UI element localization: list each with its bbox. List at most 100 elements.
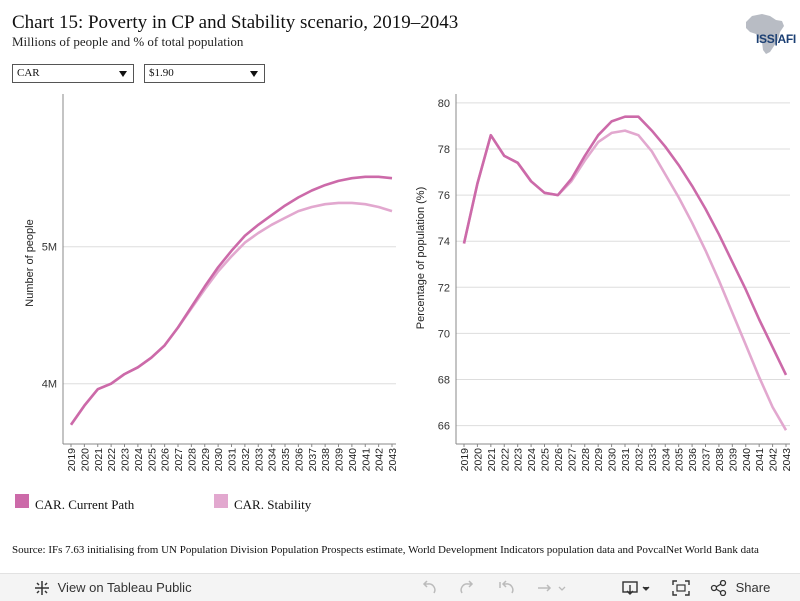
source-note: Source: IFs 7.63 initialising from UN Po… bbox=[12, 544, 759, 556]
people-x-tick-label: 2021 bbox=[93, 448, 105, 472]
people-x-tick-label: 2042 bbox=[374, 448, 386, 472]
redo-icon bbox=[460, 580, 474, 593]
people-x-tick-label: 2039 bbox=[334, 448, 346, 472]
tableau-toolbar: View on Tableau Public bbox=[0, 573, 800, 601]
percentage-x-tick-label: 2025 bbox=[540, 448, 552, 472]
percentage-x-tick-label: 2039 bbox=[727, 448, 739, 472]
percentage-y-tick-label: 70 bbox=[438, 328, 450, 340]
legend-swatch-current-path bbox=[15, 494, 29, 508]
percentage-x-tick-label: 2023 bbox=[513, 448, 525, 472]
percentage-x-tick-label: 2031 bbox=[620, 448, 632, 472]
percentage-x-tick-label: 2028 bbox=[580, 448, 592, 472]
view-on-tableau-button[interactable]: View on Tableau Public bbox=[34, 579, 192, 597]
download-icon bbox=[622, 580, 650, 595]
refresh-button[interactable] bbox=[536, 579, 566, 597]
percentage-y-tick-label: 74 bbox=[438, 236, 450, 248]
tableau-logo-icon bbox=[35, 580, 49, 595]
percentage-x-tick-label: 2024 bbox=[526, 448, 538, 472]
people-x-tick-label: 2038 bbox=[320, 448, 332, 472]
people-x-tick-label: 2035 bbox=[280, 448, 292, 472]
people-x-tick-label: 2033 bbox=[253, 448, 265, 472]
percentage-x-tick-label: 2034 bbox=[660, 448, 672, 472]
revert-icon bbox=[499, 580, 514, 593]
undo-icon bbox=[422, 580, 436, 593]
people-x-tick-label: 2024 bbox=[133, 448, 145, 472]
percentage-x-tick-label: 2030 bbox=[607, 448, 619, 472]
people-x-tick-label: 2029 bbox=[200, 448, 212, 472]
people-x-tick-label: 2032 bbox=[240, 448, 252, 472]
fullscreen-icon bbox=[672, 579, 690, 596]
percentage-x-tick-label: 2036 bbox=[687, 448, 699, 472]
chevron-down-icon bbox=[250, 71, 258, 77]
legend-label-current-path: CAR. Current Path bbox=[35, 497, 135, 512]
africa-map-logo-icon bbox=[746, 14, 784, 54]
percentage-x-tick-label: 2043 bbox=[781, 448, 793, 472]
people-x-tick-label: 2020 bbox=[79, 448, 91, 472]
percentage-x-tick-label: 2040 bbox=[741, 448, 753, 472]
percentage-x-tick-label: 2029 bbox=[593, 448, 605, 472]
percentage-x-tick-label: 2042 bbox=[768, 448, 780, 472]
people-x-tick-label: 2040 bbox=[347, 448, 359, 472]
people-x-tick-label: 2036 bbox=[293, 448, 305, 472]
percentage-x-tick-label: 2020 bbox=[472, 448, 484, 472]
people-x-tick-label: 2037 bbox=[307, 448, 319, 472]
redo-button[interactable] bbox=[458, 579, 476, 597]
people-line-current-path[interactable] bbox=[69, 175, 393, 426]
percentage-x-tick-label: 2021 bbox=[486, 448, 498, 472]
percentage-x-tick-label: 2026 bbox=[553, 448, 565, 472]
people-x-tick-label: 2028 bbox=[186, 448, 198, 472]
people-x-tick-label: 2025 bbox=[146, 448, 158, 472]
people-x-tick-label: 2019 bbox=[66, 448, 78, 472]
percentage-x-tick-label: 2032 bbox=[633, 448, 645, 472]
percentage-x-tick-label: 2027 bbox=[566, 448, 578, 472]
logo-text: ISS|AFI bbox=[756, 32, 796, 46]
percentage-y-tick-label: 80 bbox=[438, 98, 450, 110]
percentage-x-tick-label: 2033 bbox=[647, 448, 659, 472]
country-dropdown-value: CAR bbox=[17, 67, 40, 79]
percentage-line-current-path[interactable] bbox=[462, 115, 788, 376]
legend-label-stability: CAR. Stability bbox=[234, 497, 312, 512]
people-x-tick-label: 2023 bbox=[120, 448, 132, 472]
legend-swatch-stability bbox=[214, 494, 228, 508]
percentage-x-tick-label: 2035 bbox=[674, 448, 686, 472]
fullscreen-button[interactable] bbox=[672, 579, 690, 597]
people-line-stability[interactable] bbox=[69, 201, 393, 426]
people-y-tick-label: 4M bbox=[42, 379, 57, 391]
percentage-y-tick-label: 76 bbox=[438, 190, 450, 202]
people-x-tick-label: 2030 bbox=[213, 448, 225, 472]
people-y-tick-label: 5M bbox=[42, 242, 57, 254]
download-button[interactable] bbox=[622, 579, 652, 597]
people-x-tick-label: 2031 bbox=[227, 448, 239, 472]
percentage-x-tick-label: 2022 bbox=[499, 448, 511, 472]
country-dropdown[interactable]: CAR bbox=[12, 64, 134, 83]
percentage-y-tick-label: 78 bbox=[438, 144, 450, 156]
poverty-line-dropdown[interactable]: $1.90 bbox=[144, 64, 265, 83]
people-x-tick-label: 2041 bbox=[360, 448, 372, 472]
percentage-chart: Percentage of population (%) 66 68 70 72 74 7… bbox=[415, 94, 793, 471]
percentage-x-tick-label: 2019 bbox=[459, 448, 471, 472]
people-y-axis-label: Number of people bbox=[24, 219, 36, 306]
chart-subtitle: Millions of people and % of total popula… bbox=[12, 34, 244, 49]
share-icon bbox=[710, 579, 727, 596]
people-x-tick-label: 2026 bbox=[160, 448, 172, 472]
percentage-x-tick-label: 2037 bbox=[701, 448, 713, 472]
poverty-line-dropdown-value: $1.90 bbox=[149, 67, 174, 79]
chevron-down-icon bbox=[119, 71, 127, 77]
percentage-y-tick-label: 66 bbox=[438, 421, 450, 433]
people-x-tick-label: 2034 bbox=[267, 448, 279, 472]
revert-button[interactable] bbox=[498, 579, 516, 597]
people-x-tick-label: 2043 bbox=[387, 448, 399, 472]
undo-button[interactable] bbox=[420, 579, 438, 597]
percentage-x-tick-label: 2038 bbox=[714, 448, 726, 472]
share-button[interactable]: Share bbox=[710, 579, 770, 597]
percentage-x-tick-label: 2041 bbox=[754, 448, 766, 472]
percentage-y-tick-label: 72 bbox=[438, 282, 450, 294]
people-x-tick-label: 2022 bbox=[106, 448, 118, 472]
people-x-tick-label: 2027 bbox=[173, 448, 185, 472]
percentage-line-stability[interactable] bbox=[462, 129, 788, 431]
refresh-icon bbox=[538, 584, 566, 592]
percentage-y-axis-label: Percentage of population (%) bbox=[415, 187, 427, 329]
chart-title: Chart 15: Poverty in CP and Stability sc… bbox=[12, 12, 459, 33]
